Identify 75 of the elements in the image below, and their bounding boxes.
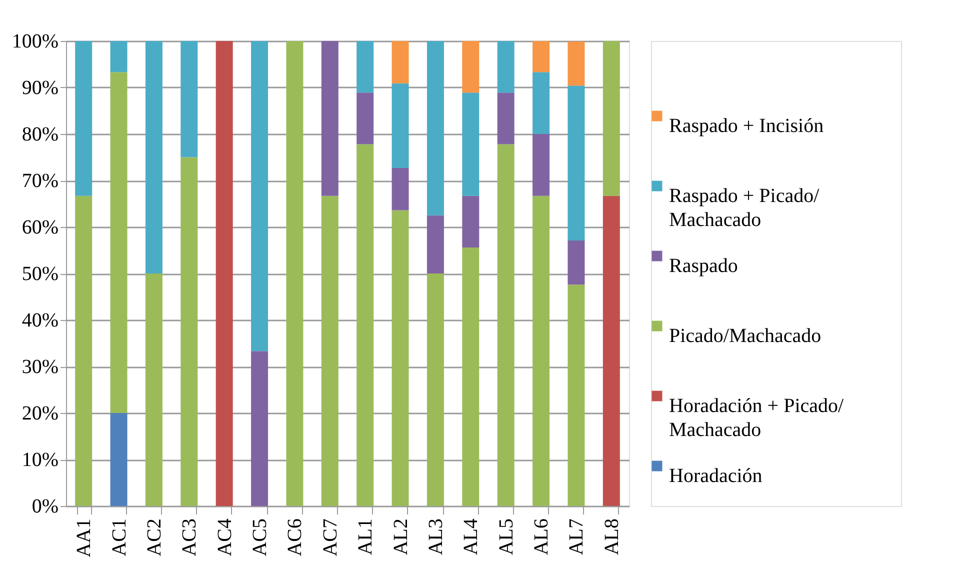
bar (251, 351, 268, 506)
bar (426, 41, 444, 216)
x-tick-label: AC6 (284, 518, 306, 556)
bar (110, 41, 128, 72)
y-tick-label: 40% (22, 310, 58, 332)
bar (392, 41, 409, 84)
bar (462, 41, 480, 93)
bar (497, 92, 514, 144)
y-tick-label: 20% (22, 402, 58, 424)
x-tick-label: AC4 (214, 518, 236, 556)
bar (356, 92, 374, 144)
x-tick-label: AL6 (530, 518, 553, 556)
y-tick-label: 100% (12, 30, 58, 52)
bar (251, 41, 268, 352)
x-tick-label: AC7 (319, 518, 342, 556)
x-tick-label: AL5 (495, 518, 518, 556)
bar (497, 41, 514, 93)
y-tick-label: 10% (22, 449, 58, 471)
bar (532, 134, 550, 196)
bar (392, 210, 409, 506)
y-tick-label: 0% (32, 496, 58, 518)
bar (286, 41, 304, 506)
bar (216, 41, 233, 506)
bar (356, 144, 374, 506)
x-tick-label: AL8 (600, 518, 623, 556)
x-tick-label: AL7 (566, 518, 588, 556)
bar (110, 413, 128, 506)
bar (568, 240, 585, 285)
x-tick-label: AL1 (354, 518, 377, 556)
bar (568, 41, 585, 86)
bar (75, 41, 92, 196)
bar (75, 196, 92, 506)
bar (602, 41, 620, 196)
legend-label: Picado/Machacado (669, 325, 822, 347)
bar (145, 41, 162, 274)
bar (145, 274, 162, 506)
legend-label: Raspado (669, 255, 738, 277)
bar (532, 72, 550, 134)
bar (568, 86, 585, 240)
legend-label: Raspado + Incisión (669, 115, 824, 137)
bar (392, 83, 409, 168)
bar (321, 196, 338, 506)
x-tick-label: AC1 (108, 518, 130, 556)
bar (462, 196, 480, 248)
bar (180, 41, 198, 158)
x-tick-label: AA1 (73, 518, 96, 558)
bar (462, 92, 480, 196)
bar (532, 41, 550, 72)
x-tick-label: AC2 (143, 518, 166, 556)
x-tick-label: AC3 (178, 518, 201, 556)
y-tick-label: 50% (22, 263, 58, 285)
legend-label: Raspado + Picado/ Machacado (669, 185, 820, 231)
bar (568, 284, 585, 506)
legend-label: Horadación + Picado/ Machacado (669, 395, 844, 441)
legend-label: Horadación (669, 465, 762, 487)
bar (356, 41, 374, 93)
y-tick-label: 90% (22, 77, 58, 99)
bar (602, 196, 620, 506)
bar (426, 215, 444, 274)
bar (426, 274, 444, 506)
x-tick-label: AL3 (424, 518, 447, 556)
bar (321, 41, 338, 196)
bar (497, 144, 514, 506)
y-tick-label: 80% (22, 124, 58, 146)
bar (392, 168, 409, 210)
x-tick-label: AC5 (249, 518, 272, 556)
y-tick-label: 60% (22, 216, 58, 238)
x-tick-label: AL4 (460, 518, 482, 556)
y-tick-label: 70% (22, 170, 58, 192)
x-tick-label: AL2 (390, 518, 412, 556)
bar (180, 157, 198, 506)
bar (532, 196, 550, 506)
bar (110, 72, 128, 413)
y-tick-label: 30% (22, 356, 58, 378)
bar (462, 247, 480, 506)
